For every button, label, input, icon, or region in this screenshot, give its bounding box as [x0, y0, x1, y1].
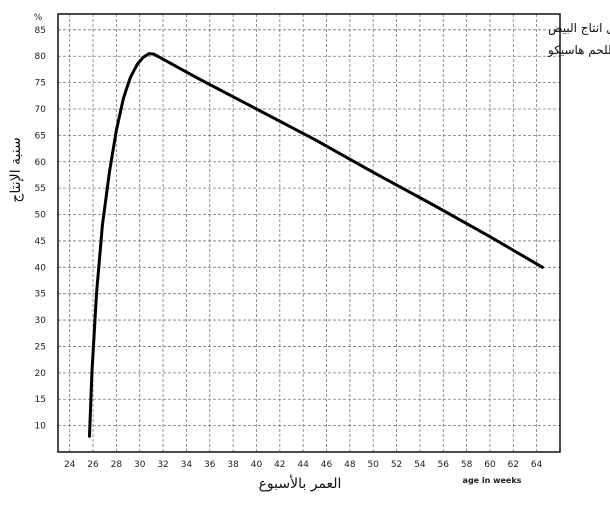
y-tick-label-75: 75 [35, 79, 46, 89]
x-axis-label-english: age in weeks [463, 476, 522, 485]
y-tick-label-10: 10 [35, 422, 47, 432]
x-tick-label-28: 28 [111, 460, 123, 470]
x-tick-label-42: 42 [274, 460, 285, 470]
x-tick-label-62: 62 [508, 460, 519, 470]
y-tick-label-85: 85 [35, 26, 46, 36]
x-tick-label-36: 36 [204, 460, 216, 470]
y-tick-label-65: 65 [35, 131, 46, 141]
y-tick-label-15: 15 [35, 395, 46, 405]
y-axis-label: سنبة الإنتاج [8, 137, 24, 202]
x-tick-labels: 24 26 28 30 32 34 36 38 40 42 44 46 48 50 52 54 56 58 60 62… [64, 460, 543, 470]
x-tick-label-46: 46 [321, 460, 333, 470]
x-tick-label-24: 24 [64, 460, 76, 470]
x-tick-label-58: 58 [461, 460, 473, 470]
grid [58, 14, 560, 452]
x-tick-label-44: 44 [297, 460, 309, 470]
x-tick-label-30: 30 [134, 460, 146, 470]
x-tick-label-56: 56 [438, 460, 450, 470]
y-tick-label-45: 45 [35, 237, 46, 247]
x-tick-label-40: 40 [251, 460, 263, 470]
title-line-1: شكل (٢٩) منحنى معدل انتاج البيض [548, 21, 610, 36]
x-tick-label-64: 64 [531, 460, 543, 470]
plot-frame [57, 13, 561, 453]
y-tick-label-25: 25 [35, 342, 46, 352]
x-tick-label-60: 60 [484, 460, 496, 470]
title-line-2: لسلالة امهات اللحم هاسيكو [547, 43, 610, 58]
y-tick-label-55: 55 [35, 184, 46, 194]
x-axis-label: العمر بالأسبوع [259, 474, 342, 492]
x-tick-label-32: 32 [157, 460, 168, 470]
y-tick-label-40: 40 [35, 263, 47, 273]
x-tick-label-52: 52 [391, 460, 402, 470]
chart-title: شكل (٢٩) منحنى معدل انتاج البيض لسلالة ا… [547, 21, 610, 58]
x-tick-label-48: 48 [344, 460, 356, 470]
x-tick-label-54: 54 [414, 460, 426, 470]
y-tick-label-60: 60 [35, 158, 47, 168]
y-unit-label: % [34, 13, 43, 23]
y-tick-labels: 10 15 20 25 30 35 40 45 50 55 60 65 70 75 80 85 [35, 26, 47, 432]
y-tick-label-30: 30 [35, 316, 47, 326]
x-tick-label-50: 50 [367, 460, 379, 470]
y-tick-label-80: 80 [35, 52, 47, 62]
y-tick-label-70: 70 [35, 105, 47, 115]
series-line [88, 52, 544, 438]
y-tick-label-20: 20 [35, 369, 47, 379]
y-tick-label-50: 50 [35, 211, 47, 221]
y-tick-label-35: 35 [35, 290, 46, 300]
x-tick-label-34: 34 [181, 460, 193, 470]
x-tick-label-38: 38 [227, 460, 239, 470]
x-tick-label-26: 26 [87, 460, 99, 470]
